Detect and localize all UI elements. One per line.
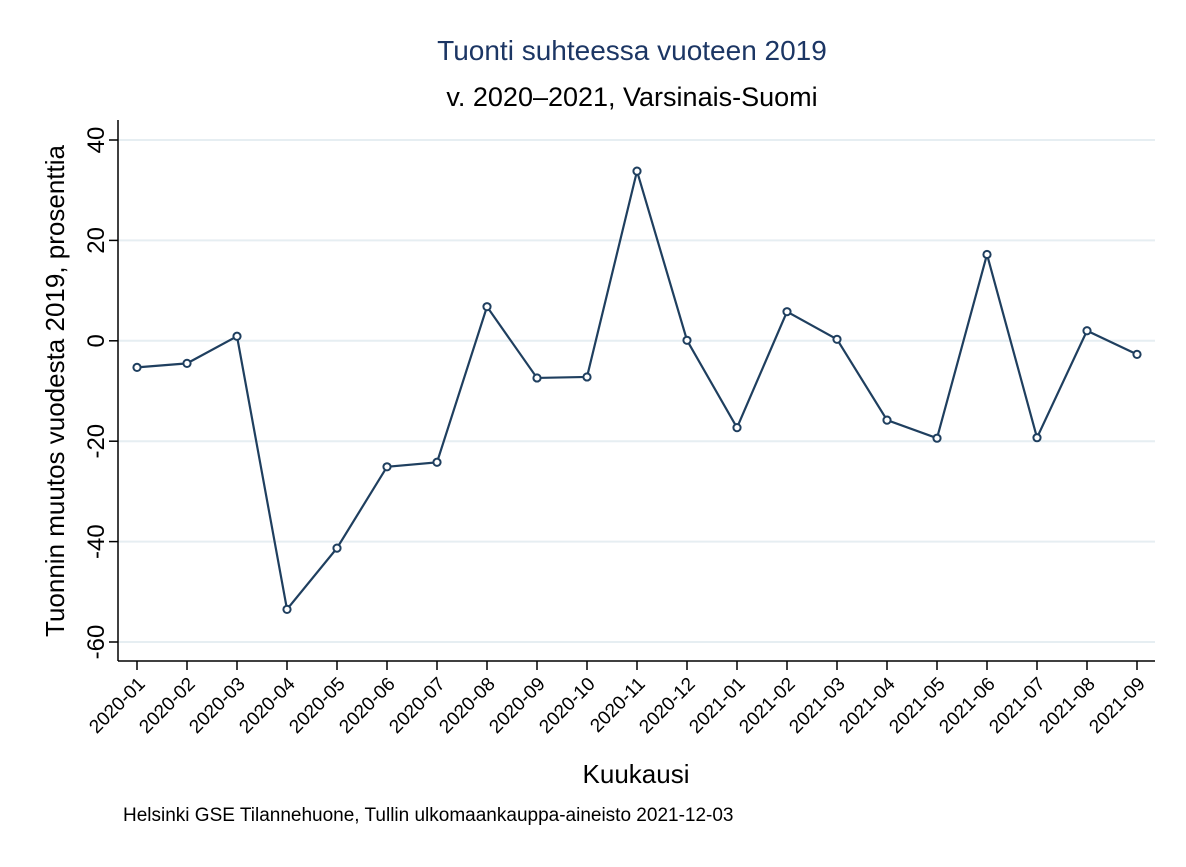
data-point bbox=[632, 166, 642, 176]
data-point bbox=[1082, 326, 1092, 336]
data-point bbox=[182, 358, 192, 368]
y-tick-label: 20 bbox=[83, 227, 110, 254]
data-point bbox=[532, 373, 542, 383]
data-point bbox=[282, 604, 292, 614]
y-tick-label: 0 bbox=[83, 334, 110, 347]
data-point bbox=[682, 335, 692, 345]
axes: -60-40-20020402020-012020-022020-032020-… bbox=[83, 120, 1155, 738]
y-tick-label: -20 bbox=[83, 424, 110, 459]
data-point bbox=[732, 423, 742, 433]
y-tick-label: -40 bbox=[83, 524, 110, 559]
chart-subtitle: v. 2020–2021, Varsinais-Suomi bbox=[446, 82, 817, 112]
data-point bbox=[332, 543, 342, 553]
data-point bbox=[432, 457, 442, 467]
data-point bbox=[832, 334, 842, 344]
data-point bbox=[932, 433, 942, 443]
y-tick-label: -60 bbox=[83, 625, 110, 660]
data-point bbox=[882, 415, 892, 425]
x-tick-label: 2021-09 bbox=[1085, 674, 1149, 738]
series-layer bbox=[132, 166, 1142, 614]
x-axis-label: Kuukausi bbox=[583, 759, 690, 789]
data-point bbox=[132, 362, 142, 373]
x-tick-label: 2020-10 bbox=[535, 674, 599, 738]
series-line bbox=[136, 166, 1138, 612]
data-point bbox=[1032, 433, 1042, 443]
data-point bbox=[982, 249, 992, 260]
y-tick-label: 40 bbox=[83, 127, 110, 154]
source-note: Helsinki GSE Tilannehuone, Tullin ulkoma… bbox=[123, 805, 734, 826]
y-axis-label: Tuonnin muutos vuodesta 2019, prosenttia bbox=[40, 145, 70, 637]
data-point bbox=[1132, 349, 1142, 359]
data-point bbox=[782, 307, 792, 317]
data-point bbox=[582, 372, 592, 382]
data-point bbox=[382, 462, 392, 472]
grid-lines bbox=[118, 139, 1155, 643]
data-point bbox=[482, 302, 492, 312]
data-point bbox=[232, 331, 242, 341]
chart-title: Tuonti suhteessa vuoteen 2019 bbox=[437, 35, 827, 66]
